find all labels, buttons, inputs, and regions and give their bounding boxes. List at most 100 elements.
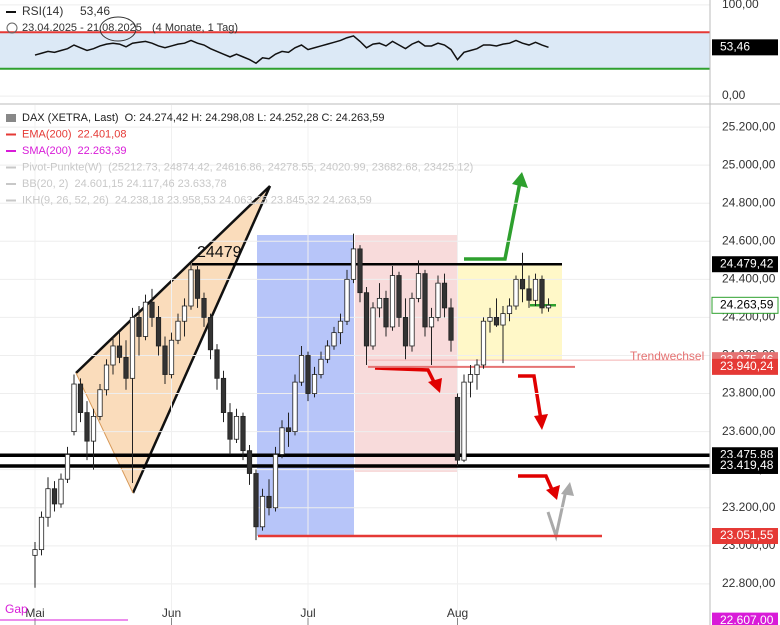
price-tag-label: 22.607,00 <box>720 613 774 625</box>
candle-body <box>350 248 357 280</box>
legend-name: BB(20, 2) <box>22 178 68 190</box>
candle-body <box>311 374 318 394</box>
wedge-edge <box>75 372 134 494</box>
legend-value: 22.401,08 <box>78 128 127 140</box>
arrow-head <box>512 172 528 188</box>
candle-body <box>129 317 136 379</box>
candle-body <box>233 415 240 440</box>
candle-body <box>370 307 376 347</box>
arrow-head <box>428 378 442 393</box>
price-tag <box>712 256 778 273</box>
y-tick-label: 23.800,00 <box>722 386 776 400</box>
legend-name: SMA(200) <box>22 145 72 157</box>
candle-body <box>409 297 415 347</box>
rsi-header: RSI(14) 53,46 23.04.2025 - 21.08.2025 (4… <box>6 4 238 42</box>
candle-body <box>363 292 370 347</box>
candle-body <box>259 495 266 528</box>
candle-body <box>32 549 38 556</box>
candle-body <box>38 516 45 551</box>
candle-body <box>461 381 467 461</box>
candle-body <box>253 473 259 528</box>
x-tick-label: Aug <box>447 606 468 620</box>
axis-layer: 22.800,0023.000,0023.200,0023.400,0023.6… <box>25 0 779 625</box>
triangle <box>76 186 270 493</box>
candle-body <box>279 427 285 455</box>
candle-body <box>435 282 441 318</box>
candle-body <box>389 275 396 328</box>
candle-body <box>532 278 539 301</box>
legend-value: O: 24.274,42 H: 24.298,08 L: 24.252,28 C… <box>125 112 385 124</box>
price-tag-label: 24.263,59 <box>720 297 774 311</box>
candle-body <box>344 278 350 322</box>
candle-body <box>467 374 474 383</box>
rsi-value: 53,46 <box>80 4 110 18</box>
peak-label: 24479 <box>197 244 242 261</box>
candle-body <box>545 304 552 309</box>
x-tick-label: Jun <box>162 606 181 620</box>
candle-body <box>58 478 64 505</box>
legend: DAX (XETRA, Last) O: 24.274,42 H: 24.298,… <box>6 112 473 206</box>
candle-body <box>383 297 389 328</box>
candle-body <box>246 450 253 474</box>
period: (4 Monate, 1 Tag) <box>152 22 238 34</box>
legend-name: DAX (XETRA, Last) <box>22 112 119 124</box>
candle-body <box>149 301 155 318</box>
price-tag <box>712 358 778 375</box>
candle-body <box>376 297 383 309</box>
y-tick-label: 100,00 <box>722 0 759 11</box>
candle-body <box>227 412 233 440</box>
candle-body <box>64 454 71 480</box>
rsi-line <box>34 35 549 65</box>
legend-value: 24.601,15 24.117,46 23.633,78 <box>74 178 226 190</box>
price-tag-label: 23.940,24 <box>720 359 774 373</box>
candle-body <box>103 364 110 391</box>
circle-mark <box>99 16 137 42</box>
arrow-head <box>546 485 560 500</box>
candle-body <box>357 248 363 294</box>
x-tick-label: Mai <box>25 606 44 620</box>
pink-zone <box>355 235 458 472</box>
candle-body <box>539 278 545 309</box>
candle-body <box>305 355 311 394</box>
arrow-head <box>534 414 548 430</box>
price-tag-label: 23.051,55 <box>720 528 774 542</box>
price-tag <box>712 457 778 474</box>
candle-body <box>402 317 409 347</box>
green-arrow <box>464 181 522 261</box>
candle-body <box>493 317 500 326</box>
candle-body <box>519 278 526 290</box>
clock-icon <box>6 22 18 34</box>
candle-body <box>324 345 331 360</box>
candle-body <box>123 356 129 379</box>
legend-value: 24.238,18 23.958,53 24.063,25 23.845,32 … <box>115 194 372 206</box>
candle-body <box>168 339 175 375</box>
candle-body <box>506 305 513 315</box>
legend-name: EMA(200) <box>22 128 72 140</box>
candle-body <box>500 313 506 326</box>
candle-body <box>448 307 454 341</box>
red-arrow <box>518 474 555 493</box>
legend-swatch <box>6 114 16 122</box>
red-arrow <box>518 374 543 421</box>
legend-value: (25212.73, 24874.42, 24616.86, 24278.55,… <box>108 161 473 173</box>
price-tag-label: 23.419,48 <box>720 458 774 472</box>
candle-body <box>90 415 97 442</box>
candle-body <box>207 317 214 351</box>
candle-body <box>71 383 77 433</box>
candle-body <box>116 345 123 358</box>
candle-body <box>45 488 51 518</box>
legend-name: Pivot-Punkte(W) <box>22 161 102 173</box>
price-tag <box>711 296 779 314</box>
candle-body <box>220 377 227 413</box>
y-tick-label: 24.400,00 <box>722 272 776 286</box>
trend-label: Trendwechsel <box>630 349 704 363</box>
price-tag-label: 24.479,42 <box>720 256 774 270</box>
price-tag-label: 23.475,88 <box>720 447 774 461</box>
candle-body <box>188 269 194 307</box>
candle-body <box>513 278 519 307</box>
plot <box>0 4 710 625</box>
date-range: 23.04.2025 - 21.08.2025 <box>22 22 142 34</box>
gap-label: Gap <box>5 602 28 616</box>
candle-body <box>428 317 435 328</box>
